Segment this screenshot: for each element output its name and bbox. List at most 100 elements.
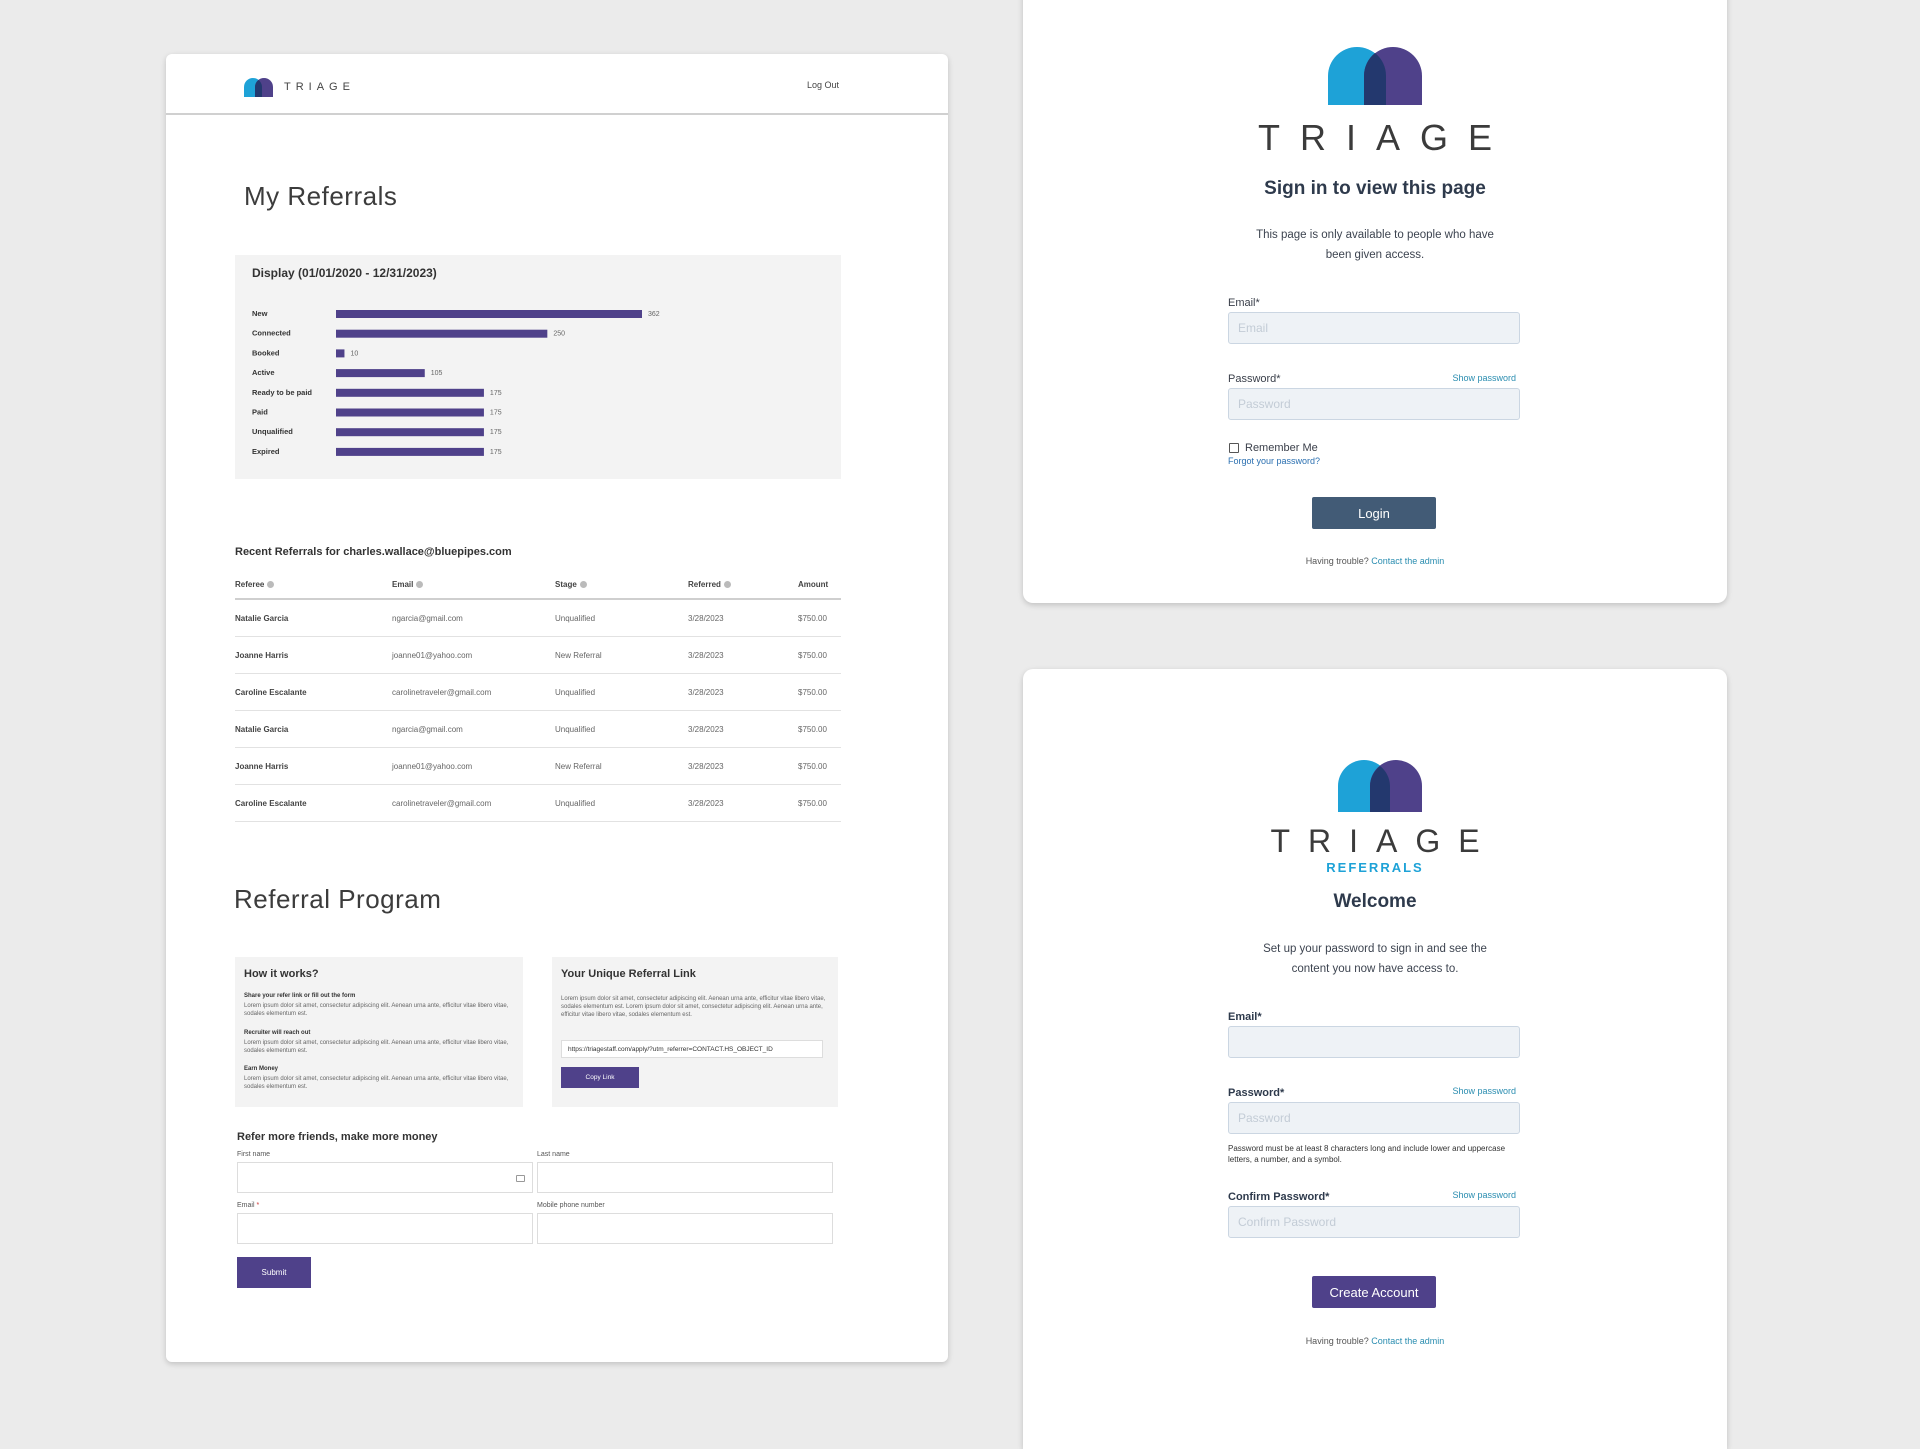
last-name-input[interactable] <box>537 1162 833 1193</box>
cell-email: ngarcia@gmail.com <box>392 725 463 734</box>
value-label: 175 <box>490 390 502 397</box>
show-confirm-password-link[interactable]: Show password <box>1452 1190 1516 1200</box>
cell-referee: Natalie Garcia <box>235 614 289 623</box>
remember-me-checkbox[interactable] <box>1229 443 1239 453</box>
chart-title: Display (01/01/2020 - 12/31/2023) <box>252 266 437 280</box>
value-label: 175 <box>490 429 502 436</box>
referral-link-title: Your Unique Referral Link <box>561 968 696 980</box>
email-input[interactable] <box>1228 1026 1520 1058</box>
table-row[interactable]: Joanne Harris joanne01@yahoo.com New Refer… <box>235 748 841 785</box>
contact-admin-link[interactable]: Contact the admin <box>1371 1336 1445 1346</box>
step-heading: Earn Money <box>244 1066 279 1072</box>
referral-link-field[interactable]: https://triagestaff.com/apply/?utm_refer… <box>561 1040 823 1058</box>
cell-amount: $750.00 <box>798 799 827 808</box>
cell-referred: 3/28/2023 <box>688 762 724 771</box>
table-row[interactable]: Caroline Escalante carolinetraveler@gmail… <box>235 785 841 822</box>
category-label: Paid <box>252 408 268 417</box>
phone-input[interactable] <box>537 1213 833 1244</box>
brand-wordmark: TRIAGE <box>284 81 355 93</box>
category-label: Ready to be paid <box>252 388 312 397</box>
value-label: 105 <box>431 370 443 377</box>
recent-referrals-table: Referee Email Stage Referred Amount Nata… <box>235 574 841 822</box>
password-label: Password* <box>1228 373 1281 385</box>
sort-icon[interactable] <box>723 581 731 589</box>
password-input[interactable] <box>1228 388 1520 420</box>
first-name-label: First name <box>237 1151 271 1158</box>
remember-me[interactable]: Remember Me <box>1229 442 1318 454</box>
submit-button[interactable]: Submit <box>237 1257 311 1288</box>
brand-subtitle: REFERRALS <box>1326 860 1424 875</box>
table-body: Natalie Garcia ngarcia@gmail.com Unqualifi… <box>235 600 841 822</box>
logout-link[interactable]: Log Out <box>807 80 840 90</box>
create-account-button[interactable]: Create Account <box>1312 1276 1436 1308</box>
bar <box>336 310 642 318</box>
bar <box>336 388 484 397</box>
portal-header: TRIAGE Log Out <box>166 54 948 115</box>
email-input[interactable] <box>237 1213 533 1244</box>
cell-stage: Unqualified <box>555 614 596 623</box>
column-header-referred[interactable]: Referred <box>688 580 731 589</box>
cell-amount: $750.00 <box>798 651 827 660</box>
welcome-card: TRIAGE REFERRALS Welcome Set up your pas… <box>1023 669 1727 1449</box>
password-requirements: Password must be at least 8 characters l… <box>1228 1144 1506 1164</box>
bar <box>336 329 548 338</box>
portal-brand[interactable]: TRIAGE <box>244 77 355 97</box>
sign-in-card: TRIAGE Sign in to view this page This pa… <box>1023 0 1727 603</box>
column-header-email[interactable]: Email <box>392 580 424 589</box>
cell-referee: Caroline Escalante <box>235 799 307 808</box>
sort-icon[interactable] <box>416 581 424 589</box>
referral-link-box: Your Unique Referral Link Lorem ipsum do… <box>552 957 838 1107</box>
recent-referrals-title: Recent Referrals for charles.wallace@blu… <box>235 546 512 558</box>
triage-logo-icon <box>1338 760 1422 812</box>
sort-icon[interactable] <box>579 581 587 589</box>
contact-card-icon <box>516 1175 525 1182</box>
forgot-password-link[interactable]: Forgot your password? <box>1228 456 1321 466</box>
cell-amount: $750.00 <box>798 688 827 697</box>
email-input[interactable] <box>1228 312 1520 344</box>
bar <box>336 349 345 358</box>
step-heading: Share your refer link or fill out the fo… <box>244 993 356 999</box>
page-title: My Referrals <box>244 181 398 211</box>
column-header-referee[interactable]: Referee <box>235 580 275 589</box>
welcome-title: Welcome <box>1333 891 1417 912</box>
show-password-link[interactable]: Show password <box>1452 1086 1516 1096</box>
contact-admin-link[interactable]: Contact the admin <box>1371 556 1445 566</box>
show-password-link[interactable]: Show password <box>1452 373 1516 383</box>
sort-icon[interactable] <box>267 581 275 589</box>
table-header: Referee Email Stage Referred Amount <box>235 574 841 600</box>
copy-link-button[interactable]: Copy Link <box>561 1067 639 1088</box>
column-header-amount: Amount <box>798 580 829 589</box>
sign-in-description: This page is only available to people wh… <box>1256 229 1494 261</box>
table-row[interactable]: Joanne Harris joanne01@yahoo.com New Refer… <box>235 637 841 674</box>
cell-email: joanne01@yahoo.com <box>392 762 473 771</box>
first-name-input[interactable] <box>237 1162 533 1193</box>
bar <box>336 369 425 378</box>
triage-logo-icon <box>1328 47 1422 105</box>
triage-logo-icon <box>244 78 273 97</box>
cell-stage: New Referral <box>555 762 602 771</box>
login-button[interactable]: Login <box>1312 497 1436 529</box>
last-name-label: Last name <box>537 1151 570 1158</box>
cell-amount: $750.00 <box>798 762 827 771</box>
category-label: Connected <box>252 329 291 338</box>
category-label: New <box>252 309 268 318</box>
table-row[interactable]: Natalie Garcia ngarcia@gmail.com Unqualifi… <box>235 600 841 637</box>
cell-referee: Joanne Harris <box>235 651 289 660</box>
value-label: 175 <box>490 449 502 456</box>
cell-referee: Natalie Garcia <box>235 725 289 734</box>
brand-wordmark: TRIAGE <box>1257 117 1512 158</box>
how-it-works-title: How it works? <box>244 968 319 980</box>
referral-portal-card: TRIAGE Log Out My Referrals Display (01/… <box>166 54 948 1362</box>
column-header-stage[interactable]: Stage <box>555 580 587 589</box>
password-input[interactable] <box>1228 1102 1520 1134</box>
category-label: Expired <box>252 447 280 456</box>
table-row[interactable]: Natalie Garcia ngarcia@gmail.com Unqualifi… <box>235 711 841 748</box>
how-it-works-box: How it works? Share your refer link or f… <box>235 957 523 1107</box>
refer-form-title: Refer more friends, make more money <box>237 1131 438 1143</box>
step-heading: Recruiter will reach out <box>244 1030 311 1036</box>
table-row[interactable]: Caroline Escalante carolinetraveler@gmail… <box>235 674 841 711</box>
cell-referred: 3/28/2023 <box>688 688 724 697</box>
step-description: Lorem ipsum dolor sit amet, consectetur … <box>244 1040 509 1054</box>
confirm-password-input[interactable] <box>1228 1206 1520 1238</box>
cell-email: carolinetraveler@gmail.com <box>392 688 492 697</box>
